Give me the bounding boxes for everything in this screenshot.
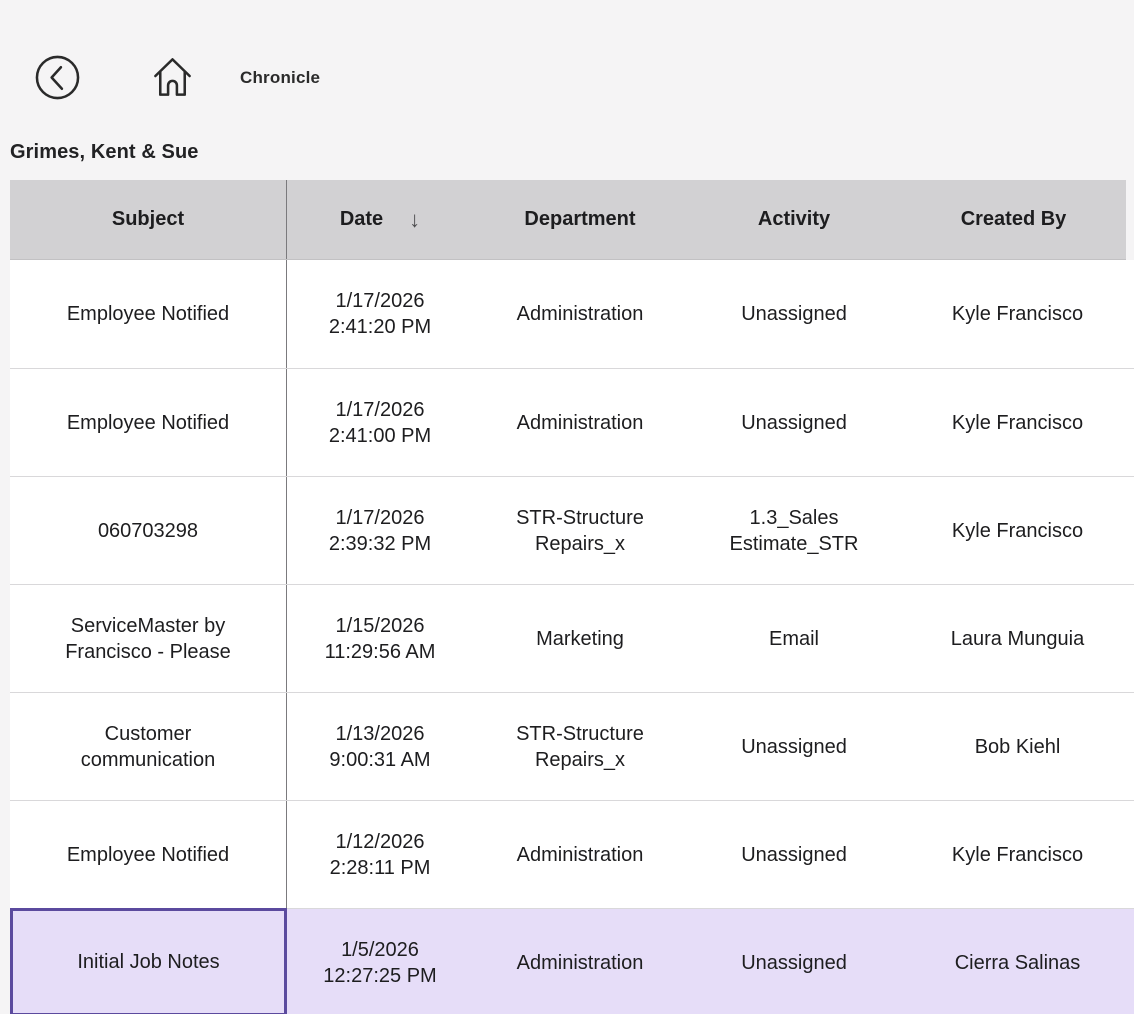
- cell-date[interactable]: 1/13/2026 9:00:31 AM: [329, 722, 431, 771]
- column-header-department[interactable]: Department: [473, 180, 687, 259]
- cell-subject[interactable]: ServiceMaster by Francisco - Please: [10, 585, 287, 692]
- cell-date[interactable]: 1/12/2026 2:28:11 PM: [329, 830, 431, 879]
- cell-date[interactable]: 1/17/2026 2:41:20 PM: [328, 290, 432, 338]
- table-row[interactable]: Employee Notified 1/17/2026 2:41:20 PM A…: [10, 260, 1134, 368]
- cell-date[interactable]: 1/5/2026 12:27:25 PM: [323, 938, 437, 987]
- cell-subject[interactable]: Employee Notified: [10, 801, 287, 908]
- column-header-activity[interactable]: Activity: [687, 180, 901, 259]
- cell-subject[interactable]: 060703298: [10, 477, 287, 584]
- cell-department[interactable]: STR-Structure Repairs_x: [516, 722, 644, 771]
- cell-date[interactable]: 1/15/2026 11:29:56 AM: [324, 614, 436, 663]
- cell-activity[interactable]: Unassigned: [741, 735, 847, 758]
- table-body: Employee Notified 1/17/2026 2:41:20 PM A…: [10, 260, 1134, 1014]
- table-row-selected[interactable]: Initial Job Notes 1/5/2026 12:27:25 PM A…: [10, 908, 1134, 1014]
- column-header-activity-label: Activity: [757, 208, 831, 230]
- cell-subject[interactable]: Employee Notified: [10, 260, 287, 368]
- cell-created-by[interactable]: Kyle Francisco: [951, 519, 1084, 542]
- column-header-date-label: Date: [339, 208, 384, 230]
- cell-department[interactable]: Administration: [516, 303, 644, 325]
- client-name: Grimes, Kent & Sue: [10, 141, 199, 163]
- column-header-subject[interactable]: Subject: [10, 180, 287, 259]
- table-row[interactable]: Customer communication 1/13/2026 9:00:31…: [10, 692, 1134, 800]
- cell-activity[interactable]: Unassigned: [741, 303, 847, 325]
- cell-department[interactable]: Administration: [516, 411, 644, 434]
- cell-created-by[interactable]: Kyle Francisco: [951, 843, 1084, 866]
- home-button[interactable]: [149, 54, 196, 100]
- cell-activity[interactable]: 1.3_Sales Estimate_STR: [729, 506, 859, 555]
- column-header-subject-label: Subject: [111, 208, 185, 230]
- table-row[interactable]: ServiceMaster by Francisco - Please 1/15…: [10, 584, 1134, 692]
- top-bar: Chronicle: [0, 0, 1134, 130]
- cell-created-by[interactable]: Laura Munguia: [950, 627, 1085, 650]
- column-header-date[interactable]: Date ↓: [287, 180, 473, 259]
- cell-activity[interactable]: Email: [768, 627, 819, 650]
- chevron-left-circle-icon: [35, 55, 80, 100]
- column-header-department-label: Department: [524, 208, 636, 230]
- cell-activity[interactable]: Unassigned: [741, 843, 847, 866]
- cell-subject-selected[interactable]: Initial Job Notes: [10, 908, 287, 1014]
- cell-activity[interactable]: Unassigned: [741, 411, 847, 434]
- sort-desc-icon: ↓: [409, 206, 421, 232]
- column-header-created-by[interactable]: Created By: [901, 180, 1126, 259]
- cell-created-by[interactable]: Cierra Salinas: [954, 951, 1081, 974]
- cell-department[interactable]: Administration: [516, 951, 644, 974]
- cell-activity[interactable]: Unassigned: [741, 951, 847, 974]
- cell-subject[interactable]: Employee Notified: [10, 369, 287, 476]
- table-row[interactable]: 060703298 1/17/2026 2:39:32 PM STR-Struc…: [10, 476, 1134, 584]
- table-row[interactable]: Employee Notified 1/17/2026 2:41:00 PM A…: [10, 368, 1134, 476]
- cell-department[interactable]: Marketing: [536, 627, 624, 650]
- cell-department[interactable]: STR-Structure Repairs_x: [516, 506, 644, 555]
- cell-subject[interactable]: Customer communication: [10, 693, 287, 800]
- app-title: Chronicle: [240, 68, 321, 87]
- cell-date[interactable]: 1/17/2026 2:41:00 PM: [328, 398, 432, 447]
- cell-department[interactable]: Administration: [516, 843, 644, 866]
- column-header-created-by-label: Created By: [960, 208, 1067, 230]
- back-button[interactable]: [35, 55, 80, 100]
- cell-created-by[interactable]: Kyle Francisco: [951, 303, 1084, 325]
- cell-created-by[interactable]: Bob Kiehl: [974, 735, 1061, 758]
- cell-created-by[interactable]: Kyle Francisco: [951, 411, 1084, 434]
- cell-date[interactable]: 1/17/2026 2:39:32 PM: [328, 506, 432, 555]
- home-icon: [154, 58, 191, 96]
- table-header-row: Subject Date ↓ Department Activity Creat…: [10, 180, 1126, 260]
- table-row[interactable]: Employee Notified 1/12/2026 2:28:11 PM A…: [10, 800, 1134, 908]
